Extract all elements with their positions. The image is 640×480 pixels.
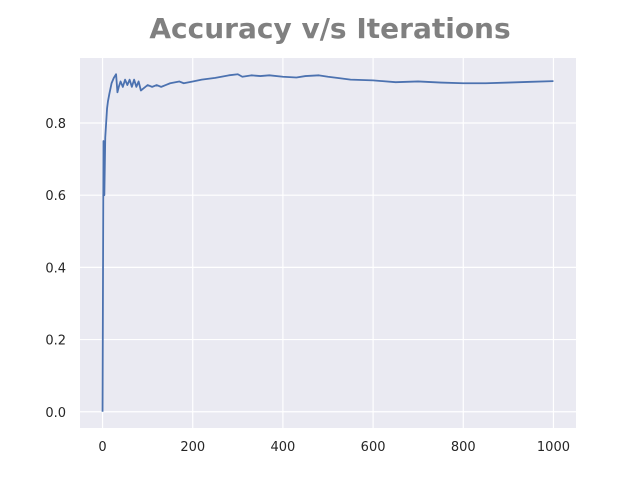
plot-area <box>80 58 576 428</box>
x-tick-label: 0 <box>98 440 106 455</box>
x-tick-label: 600 <box>361 440 386 455</box>
y-tick-label: 0.4 <box>45 261 66 276</box>
x-tick-label: 1000 <box>537 440 570 455</box>
y-tick-label: 0.2 <box>45 334 66 349</box>
x-tick-label: 400 <box>270 440 295 455</box>
y-tick-label: 0.0 <box>45 406 66 421</box>
accuracy-series-line <box>101 73 554 412</box>
y-tick-labels: 0.0 0.2 0.4 0.6 0.8 <box>45 117 66 421</box>
x-tick-label: 200 <box>180 440 205 455</box>
x-tick-labels: 0 200 400 600 800 1000 <box>98 440 570 455</box>
y-tick-label: 0.8 <box>45 117 66 132</box>
y-gridlines <box>80 122 576 413</box>
y-tick-label: 0.6 <box>45 189 66 204</box>
x-tick-label: 800 <box>451 440 476 455</box>
chart-title: Accuracy v/s Iterations <box>149 12 510 45</box>
